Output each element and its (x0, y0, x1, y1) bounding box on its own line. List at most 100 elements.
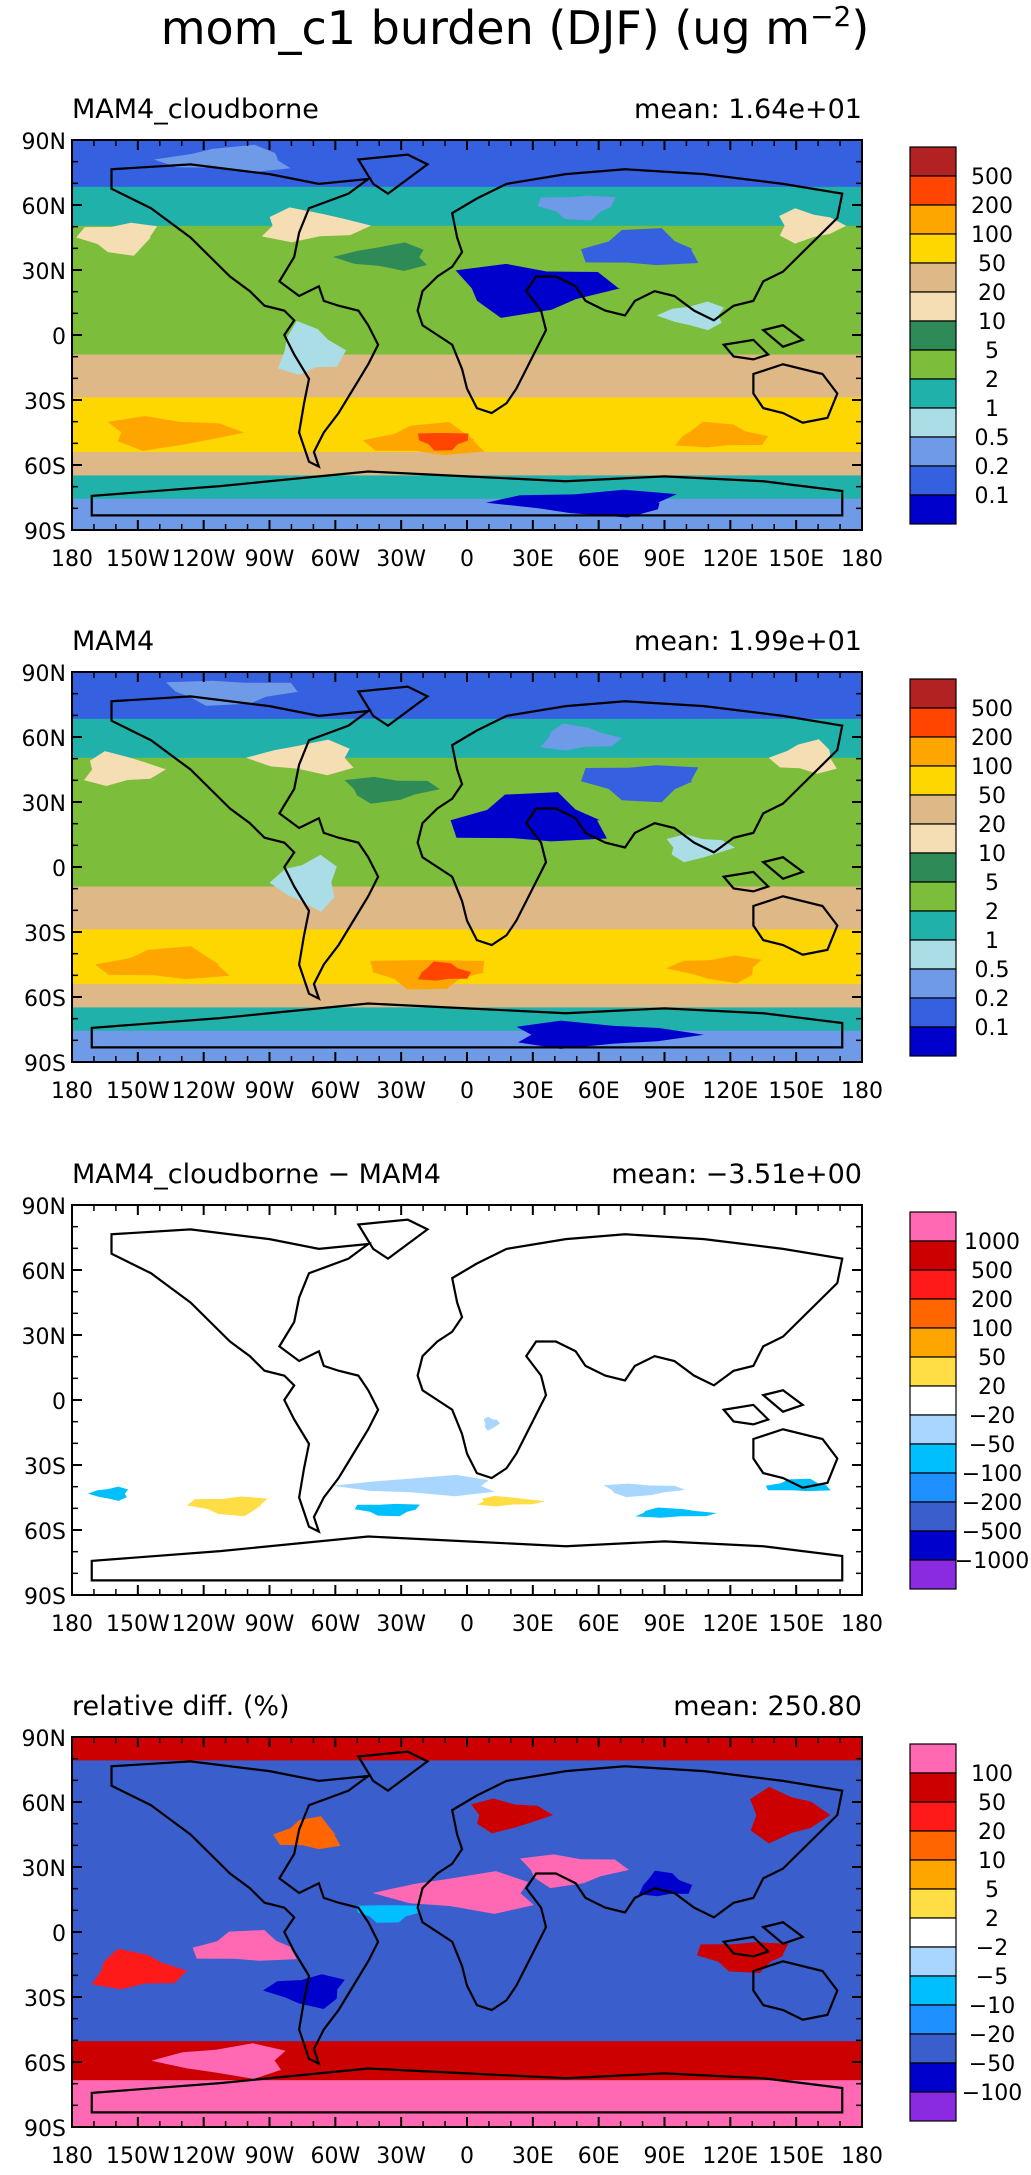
lat-tick-label: 60S (24, 2052, 66, 2077)
lon-tick-label: 180 (51, 2144, 93, 2169)
colorbar-swatch (909, 407, 957, 438)
colorbar-swatch (909, 1269, 957, 1300)
colorbar-swatch (909, 910, 957, 941)
shaded-field (72, 1737, 862, 2127)
colorbar-swatch (909, 736, 957, 767)
lon-tick-label: 60E (578, 1612, 620, 1637)
panel-title: MAM4_cloudborne − MAM4 (72, 1159, 441, 1190)
colorbar-swatch (909, 852, 957, 883)
colorbar-swatch (909, 291, 957, 322)
colorbar-label: 10 (978, 842, 1006, 867)
lat-tick-label: 0 (52, 1922, 66, 1947)
colorbar-label: 100 (971, 223, 1013, 248)
colorbar-label: −1000 (955, 1549, 1029, 1574)
colorbar-swatch (909, 1298, 957, 1329)
map-panel-diff: MAM4_cloudborne − MAM4 mean: −3.51e+00 90N… (22, 1159, 883, 1637)
lon-tick-label: 30E (512, 1079, 554, 1104)
colorbar-label: 100 (971, 1317, 1013, 1342)
lon-tick-label: 60E (578, 1079, 620, 1104)
colorbar-swatch (909, 1443, 957, 1474)
lon-tick-label: 0 (460, 547, 474, 572)
lon-tick-label: 60E (578, 2144, 620, 2169)
colorbar-label: 5 (985, 871, 999, 896)
lon-tick-label: 60W (310, 2144, 360, 2169)
lon-tick-label: 60W (310, 1079, 360, 1104)
colorbar-swatch (909, 146, 957, 177)
colorbar-swatch (909, 494, 957, 525)
colorbar-swatch (909, 1859, 957, 1890)
colorbar-swatch (909, 436, 957, 467)
coastline (92, 687, 843, 1048)
colorbar-label: 500 (971, 1259, 1013, 1284)
lon-tick-label: 60W (310, 547, 360, 572)
map-panel-mam4: MAM4 mean: 1.99e+0190N60N30N030S60S90S180… (22, 626, 883, 1104)
lon-tick-label: 0 (460, 1612, 474, 1637)
colorbar-label: 200 (971, 194, 1013, 219)
lat-tick-label: 30S (24, 1455, 66, 1480)
colorbar-label: 50 (978, 252, 1006, 277)
lat-tick-label: 60N (22, 1792, 66, 1817)
colorbar-swatch (909, 1975, 957, 2006)
colorbar-label: 20 (978, 813, 1006, 838)
colorbar-label: 50 (978, 1346, 1006, 1371)
lat-tick-label: 30S (24, 1987, 66, 2012)
lon-tick-label: 120W (172, 1612, 236, 1637)
lon-tick-label: 120E (702, 1612, 758, 1637)
colorbar-swatch (909, 233, 957, 264)
colorbar-label: 0.2 (975, 455, 1010, 480)
colorbar-swatch (909, 1026, 957, 1057)
lon-tick-label: 90W (245, 1612, 295, 1637)
colorbar-swatch (909, 378, 957, 409)
lon-tick-label: 90E (644, 547, 686, 572)
colorbar-swatch (909, 1530, 957, 1561)
colorbar-label: −200 (962, 1491, 1022, 1516)
lon-tick-label: 120W (172, 547, 236, 572)
lon-tick-label: 180 (841, 1079, 883, 1104)
lon-tick-label: 150E (768, 1612, 824, 1637)
colorbar-label: 500 (971, 165, 1013, 190)
colorbar-swatch (909, 1801, 957, 1832)
map-panel-cloudborne: MAM4_cloudborne mean: 1.64e+01 90N 60N 30N 0 3… (22, 94, 883, 572)
lat-tick-label: 60S (24, 987, 66, 1012)
panel-mean: mean: 250.80 (673, 1691, 862, 1722)
colorbar-swatch (909, 1888, 957, 1919)
colorbar-label: 100 (971, 1762, 1013, 1787)
lat-tick-label: 90S (24, 520, 66, 545)
colorbar-label: −50 (969, 2052, 1015, 2077)
colorbar-label: 500 (971, 697, 1013, 722)
colorbar-swatch (909, 1356, 957, 1387)
lon-tick-label: 150W (106, 1612, 170, 1637)
panel-title: relative diff. (%) (72, 1691, 290, 1722)
lat-tick-label: 30S (24, 390, 66, 415)
colorbar-swatch (909, 1414, 957, 1445)
lat-tick-label: 90N (22, 130, 66, 155)
lon-tick-label: 30E (512, 1612, 554, 1637)
lon-tick-label: 90E (644, 2144, 686, 2169)
colorbar-swatch (909, 1830, 957, 1861)
panel-mean: mean: 1.99e+01 (634, 626, 862, 657)
lon-tick-label: 180 (51, 1612, 93, 1637)
colorbar-label: 2 (985, 368, 999, 393)
colorbar-swatch (909, 1501, 957, 1532)
colorbar-swatch (909, 320, 957, 351)
lon-tick-label: 150W (106, 1079, 170, 1104)
lat-tick-label: 60N (22, 195, 66, 220)
lon-tick-label: 120E (702, 547, 758, 572)
shaded-field (72, 1205, 862, 1595)
lat-tick-label: 90N (22, 662, 66, 687)
panel-mean: mean: 1.64e+01 (634, 94, 862, 125)
lon-tick-label: 90W (245, 2144, 295, 2169)
lat-tick-label: 30N (22, 1857, 66, 1882)
lon-tick-label: 150E (768, 1079, 824, 1104)
lon-tick-label: 180 (51, 547, 93, 572)
figure-title: mom_c1 burden (DJF) (ug m−2) (161, 0, 870, 55)
colorbar-swatch (909, 1743, 957, 1774)
lat-tick-label: 90S (24, 1585, 66, 1610)
colorbar-mam4: 500 200 100 50 20 10 5 2 1 0.5 0.2 0.1 (909, 678, 1013, 1057)
colorbar-cloudborne: 500 200 100 50 20 10 5 2 1 0.5 0.2 0.1 (909, 146, 1013, 525)
lon-tick-label: 30W (376, 1612, 426, 1637)
colorbar-label: −500 (962, 1520, 1022, 1545)
colorbar-label: 5 (985, 339, 999, 364)
colorbar-swatch (909, 175, 957, 206)
